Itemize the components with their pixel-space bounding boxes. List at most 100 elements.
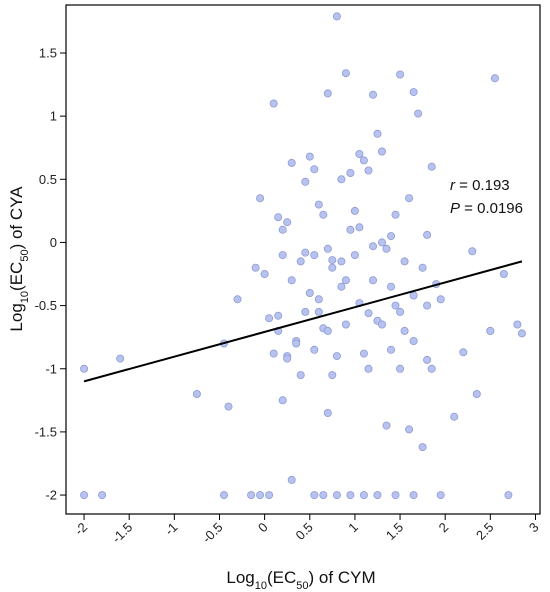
data-point	[301, 307, 310, 316]
data-point	[247, 491, 256, 500]
x-axis-title-post: ) of CYM	[309, 568, 376, 587]
data-point	[328, 256, 337, 265]
data-point	[341, 320, 350, 329]
x-tick-label: -1	[162, 520, 181, 539]
data-point	[251, 263, 260, 272]
annotation-p-value: = 0.0196	[460, 200, 523, 217]
data-point	[332, 352, 341, 361]
y-tick-label: -2	[45, 488, 57, 503]
y-tick-label: 0	[50, 235, 57, 250]
y-tick-label: -1	[45, 361, 57, 376]
data-point	[269, 349, 278, 358]
data-point	[359, 349, 368, 358]
data-point	[368, 90, 377, 99]
data-point	[409, 336, 418, 345]
annotation-p: P = 0.0196	[450, 200, 523, 217]
y-axis-title-mid: (EC	[7, 262, 26, 291]
data-point	[373, 129, 382, 138]
data-point	[382, 244, 391, 253]
data-point	[386, 232, 395, 241]
data-point	[341, 69, 350, 78]
x-axis-title: Log10(EC50) of CYM	[226, 568, 375, 592]
data-point	[472, 389, 481, 398]
y-axis-ticks: 1.5 1 0.5 0 -0.5 -1 -1.5 -2	[35, 45, 66, 503]
data-point	[391, 301, 400, 310]
data-point	[283, 354, 292, 363]
data-point	[256, 491, 265, 500]
data-point	[346, 225, 355, 234]
data-point	[359, 156, 368, 165]
data-point	[256, 194, 265, 203]
y-axis-title-sub2: 50	[19, 249, 31, 261]
data-point	[305, 152, 314, 161]
data-point	[287, 475, 296, 484]
data-point	[409, 88, 418, 97]
data-point	[265, 314, 274, 323]
data-point	[490, 74, 499, 83]
y-axis-title: Log10(EC50) of CYA	[7, 186, 31, 332]
points-layer	[80, 12, 526, 500]
annotation-r-symbol: r	[450, 177, 456, 194]
data-point	[278, 251, 287, 260]
data-point	[219, 491, 228, 500]
data-point	[350, 206, 359, 215]
data-point	[350, 251, 359, 260]
data-point	[355, 149, 364, 158]
data-point	[436, 295, 445, 304]
data-point	[373, 491, 382, 500]
annotation-r-value: = 0.193	[455, 177, 510, 194]
x-axis-title-mid: (EC	[267, 568, 296, 587]
data-point	[368, 276, 377, 285]
x-tick-label: 1	[345, 520, 361, 536]
data-point	[278, 396, 287, 405]
data-point	[278, 225, 287, 234]
data-point	[377, 238, 386, 247]
data-point	[323, 89, 332, 98]
data-point	[450, 412, 459, 421]
data-point	[260, 269, 269, 278]
data-point	[305, 288, 314, 297]
data-point	[98, 491, 107, 500]
data-point	[418, 443, 427, 452]
y-tick-label: 0.5	[39, 172, 57, 187]
data-point	[314, 307, 323, 316]
data-point	[274, 213, 283, 222]
x-tick-label: 1.5	[383, 520, 406, 543]
data-point	[364, 364, 373, 373]
data-point	[265, 491, 274, 500]
plot-frame	[65, 4, 541, 515]
data-point	[296, 257, 305, 266]
data-point	[427, 162, 436, 171]
data-point	[341, 276, 350, 285]
data-point	[400, 257, 409, 266]
data-point	[314, 200, 323, 209]
data-point	[377, 147, 386, 156]
data-point	[80, 491, 89, 500]
data-point	[391, 210, 400, 219]
x-tick-label: 0.5	[293, 520, 316, 543]
data-point	[287, 276, 296, 285]
data-point	[310, 165, 319, 174]
data-point	[468, 247, 477, 256]
x-tick-label: -0.5	[199, 520, 225, 546]
data-point	[377, 320, 386, 329]
data-point	[359, 491, 368, 500]
data-point	[332, 491, 341, 500]
data-point	[517, 329, 526, 338]
data-point	[346, 168, 355, 177]
data-point	[423, 355, 432, 364]
x-axis-ticks: -2 -1.5 -1 -0.5 0 0.5 1 1.5 2 2.5 3	[71, 514, 542, 546]
data-point	[396, 364, 405, 373]
data-point	[314, 295, 323, 304]
data-point	[319, 210, 328, 219]
data-point	[499, 269, 508, 278]
x-axis-title-sub2: 50	[296, 580, 308, 592]
y-axis-title-post: ) of CYA	[7, 186, 26, 250]
data-point	[301, 248, 310, 257]
data-point	[436, 491, 445, 500]
data-point	[382, 421, 391, 430]
data-point	[405, 194, 414, 203]
data-point	[323, 244, 332, 253]
annotation-p-symbol: P	[450, 200, 460, 217]
